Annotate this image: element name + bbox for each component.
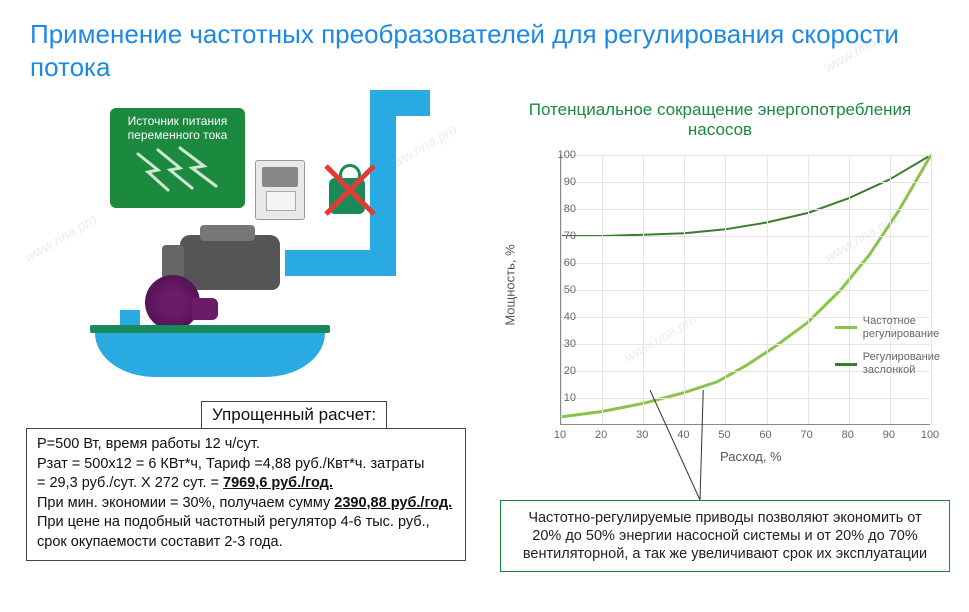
calculation-heading: Упрощенный расчет:	[201, 401, 387, 428]
gridline-v	[602, 155, 603, 424]
lightning-icon	[128, 146, 228, 202]
legend-item: Частотноерегулирование	[835, 315, 940, 341]
pipe-segment	[370, 90, 430, 116]
frequency-inverter	[255, 160, 305, 220]
chart-ytick: 40	[548, 311, 576, 323]
calc-text: При мин. экономии = 30%, получаем сумму	[37, 495, 334, 511]
gridline-h	[561, 398, 930, 399]
calculation-box: Упрощенный расчет: P=500 Вт, время работ…	[26, 428, 466, 561]
chart-xtick: 10	[554, 429, 566, 441]
water-basin	[95, 333, 325, 377]
gridline-v	[808, 155, 809, 424]
gridline-h	[561, 236, 930, 237]
page-title: Применение частотных преобразователей дл…	[0, 0, 969, 93]
chart-xtick: 50	[718, 429, 730, 441]
calc-line: При мин. экономии = 30%, получаем сумму …	[37, 494, 455, 553]
calc-line: P=500 Вт, время работы 12 ч/сут.	[37, 435, 455, 455]
chart-ytick: 20	[548, 365, 576, 377]
chart-ytick: 70	[548, 230, 576, 242]
calc-highlight: 2390,88 руб./год.	[334, 495, 452, 511]
chart-ytick: 30	[548, 338, 576, 350]
chart-title: Потенциальное сокращение энергопотреблен…	[490, 100, 950, 141]
gridline-h	[561, 182, 930, 183]
calc-text: При цене на подобный частотный регулятор…	[37, 514, 430, 550]
chart-ytick: 90	[548, 176, 576, 188]
chart-ytick: 100	[548, 149, 576, 161]
chart-ytick: 60	[548, 257, 576, 269]
chart-ytick: 50	[548, 284, 576, 296]
gridline-v	[643, 155, 644, 424]
legend-swatch	[835, 326, 857, 329]
note-box: Частотно-регулируемые приводы позволяют …	[500, 500, 950, 572]
calc-text: Pзат = 500х12 = 6 КВт*ч, Тариф =4,88 руб…	[37, 456, 424, 472]
power-source-label: Источник питания переменного тока	[128, 114, 228, 142]
content-area: www.rina.pro www.rina.pro www.rina.pro w…	[0, 100, 969, 612]
power-vs-flow-chart: Мощность, % Расход, % Частотноерегулиров…	[510, 145, 950, 475]
gridline-v	[725, 155, 726, 424]
chart-xlabel: Расход, %	[720, 449, 782, 464]
system-diagram: Источник питания переменного тока	[60, 100, 420, 380]
calc-highlight: 7969,6 руб./год.	[223, 475, 333, 491]
chart-container: Потенциальное сокращение энергопотреблен…	[490, 100, 950, 475]
chart-legend: Частотноерегулирование Регулированиезасло…	[835, 315, 940, 388]
gridline-h	[561, 263, 930, 264]
legend-item: Регулированиезаслонкой	[835, 351, 940, 377]
chart-series-line	[561, 155, 931, 236]
legend-label: Регулированиезаслонкой	[863, 351, 940, 377]
chart-ytick: 10	[548, 392, 576, 404]
chart-ytick: 80	[548, 203, 576, 215]
chart-xtick: 40	[677, 429, 689, 441]
legend-swatch	[835, 363, 857, 366]
pump-impeller	[145, 275, 200, 330]
power-source-box: Источник питания переменного тока	[110, 108, 245, 208]
electric-motor	[180, 235, 280, 290]
pipe-segment	[370, 140, 396, 276]
chart-xtick: 90	[883, 429, 895, 441]
chart-xtick: 100	[921, 429, 939, 441]
chart-ylabel: Мощность, %	[503, 244, 518, 325]
calc-text: = 29,3 руб./сут. X 272 сут. =	[37, 475, 223, 491]
gridline-h	[561, 155, 930, 156]
calc-line: = 29,3 руб./сут. X 272 сут. = 7969,6 руб…	[37, 474, 455, 494]
throttle-valve	[322, 170, 372, 220]
calc-line: Pзат = 500х12 = 6 КВт*ч, Тариф =4,88 руб…	[37, 455, 455, 475]
chart-xtick: 30	[636, 429, 648, 441]
gridline-h	[561, 290, 930, 291]
chart-xtick: 20	[595, 429, 607, 441]
legend-label: Частотноерегулирование	[863, 315, 939, 341]
gridline-v	[767, 155, 768, 424]
tray	[90, 325, 330, 333]
chart-xtick: 70	[801, 429, 813, 441]
chart-xtick: 80	[842, 429, 854, 441]
gridline-h	[561, 209, 930, 210]
calculation-body: P=500 Вт, время работы 12 ч/сут. Pзат = …	[27, 429, 465, 560]
chart-xtick: 60	[759, 429, 771, 441]
gridline-v	[684, 155, 685, 424]
